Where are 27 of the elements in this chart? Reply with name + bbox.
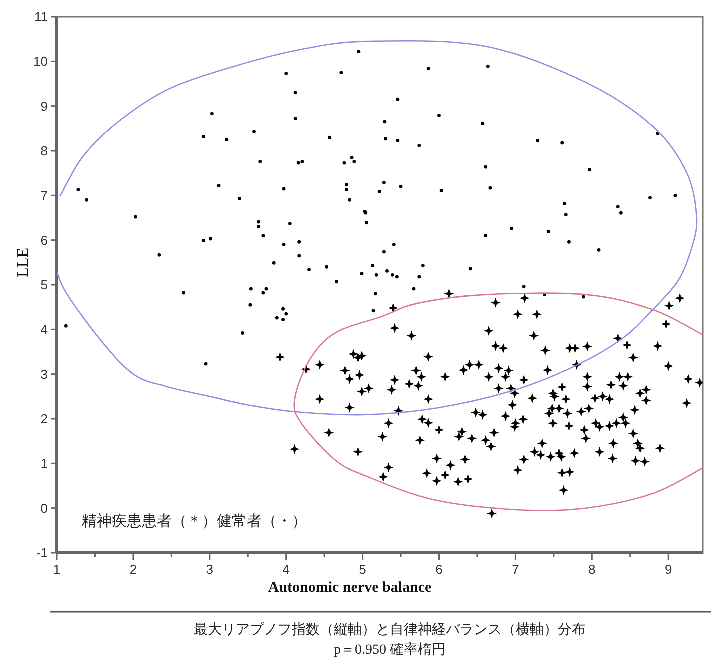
y-tick-label: 7 (40, 188, 48, 204)
y-tick-label: 2 (40, 412, 48, 426)
annotation2: p＝0.950 確率楕円 (334, 643, 446, 658)
x-tick-label: 3 (206, 562, 214, 577)
x-tick-label: 7 (512, 562, 520, 577)
y-tick-label: -1 (36, 546, 48, 560)
y-tick-label: 6 (40, 232, 48, 248)
x-tick-label: 4 (282, 562, 290, 577)
y-tick-label: 5 (40, 278, 48, 292)
annotation0: 精神疾患患者（＊）健常者（・） (82, 514, 307, 530)
x-tick-label: 9 (664, 562, 672, 577)
y-axis-title: LLE (15, 248, 32, 278)
y-tick-label: 4 (40, 322, 48, 338)
y-tick-label: 1 (40, 456, 48, 472)
y-tick-label: 8 (40, 144, 48, 158)
annotation1: 最大リアプノフ指数（縦軸）と自律神経バランス（横軸）分布 (194, 623, 586, 638)
x-axis-title: Autonomic nerve balance (268, 580, 432, 596)
x-tick-label: 1 (53, 562, 61, 577)
y-tick-label: 11 (34, 10, 48, 24)
y-tick-label: 3 (40, 366, 48, 382)
x-tick-label: 5 (359, 562, 366, 577)
y-tick-label: 10 (34, 54, 48, 70)
x-tick-label: 6 (436, 562, 443, 577)
x-tick-label: 2 (130, 562, 138, 577)
x-tick-label: 8 (588, 562, 596, 577)
y-tick-label: 9 (40, 98, 48, 114)
y-tick-label: 0 (40, 500, 48, 516)
